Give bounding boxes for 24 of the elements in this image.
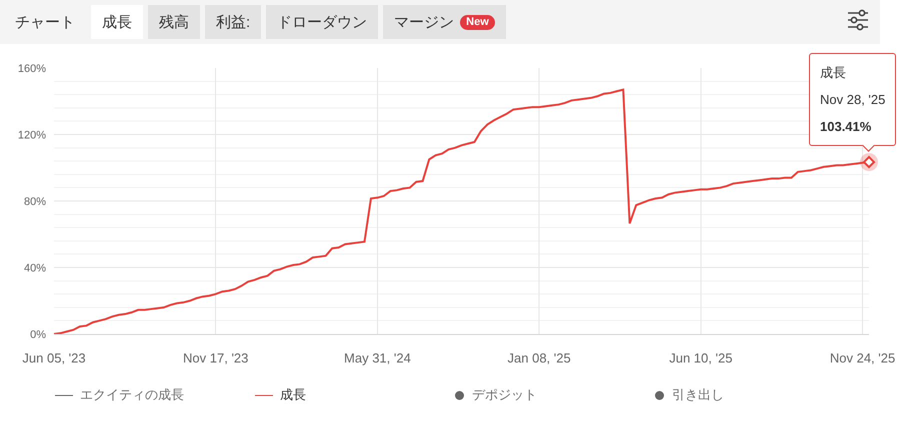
legend-label: 引き出し <box>672 386 724 404</box>
y-tick-label: 80% <box>24 196 46 208</box>
text: チャート <box>15 12 75 32</box>
y-tick-label: 40% <box>24 262 46 274</box>
y-tick-label: 160% <box>18 62 46 75</box>
x-tick-label: Nov 17, '23 <box>183 350 248 366</box>
tooltip: 成長 Nov 28, '25 103.41% <box>809 53 896 146</box>
x-tick-label: Jan 08, '25 <box>508 350 571 366</box>
legend-label: デポジット <box>472 386 537 404</box>
annotation: 成長 Nov 28, '25 103.41% <box>820 64 886 136</box>
tab: マージン New <box>383 5 506 39</box>
legend-label: エクイティの成長 <box>80 386 184 404</box>
y-tick-label: 0% <box>30 328 46 341</box>
legend-label: 成長 <box>280 386 306 404</box>
x-tick-label: Nov 24, '25 <box>830 350 896 366</box>
x-tick-label: Jun 10, '25 <box>669 350 732 366</box>
badge: New <box>460 14 495 30</box>
tab: 残高 <box>148 5 200 39</box>
y-tick-label: 120% <box>18 129 46 142</box>
tab: ドローダウン <box>266 5 378 39</box>
tab: 利益: <box>205 5 262 39</box>
x-tick-label: May 31, '24 <box>344 350 411 366</box>
tab: 成長 <box>91 5 143 39</box>
x-tick-label: Jun 05, '23 <box>22 350 86 366</box>
